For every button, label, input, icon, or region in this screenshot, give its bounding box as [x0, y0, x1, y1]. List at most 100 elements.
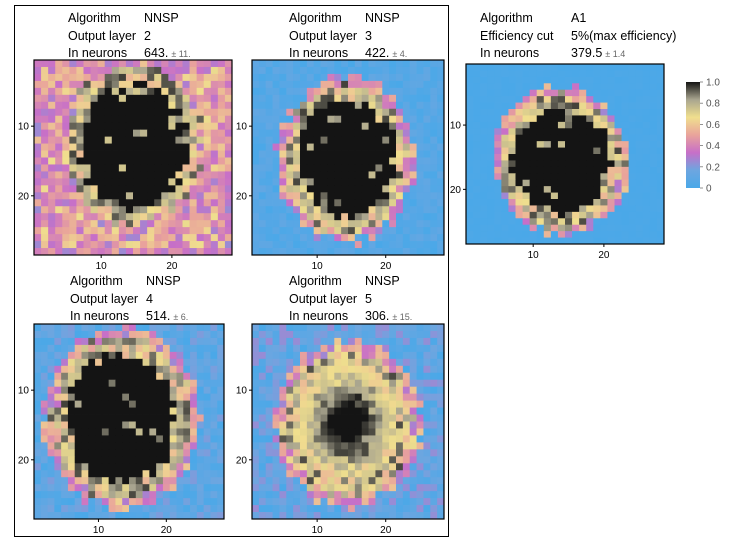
heatmap-cell: [61, 344, 69, 353]
heatmap-cell: [430, 344, 438, 353]
heatmap-cell: [348, 248, 356, 256]
heatmap-cell: [203, 407, 211, 415]
heatmap-cell: [258, 157, 267, 165]
heatmap-cell: [396, 60, 404, 68]
heatmap-cell: [382, 393, 390, 401]
heatmap-cell: [396, 449, 404, 457]
heatmap-cell: [480, 70, 488, 78]
heatmap-cell: [258, 393, 267, 401]
heatmap-cell: [90, 115, 99, 124]
heatmap-cell: [341, 178, 349, 186]
heatmap-cell: [175, 101, 183, 110]
heatmap-cell: [111, 185, 120, 193]
heatmap-cell: [334, 351, 342, 360]
heatmap-cell: [423, 498, 431, 506]
heatmap-cell: [300, 220, 308, 228]
heatmap-cell: [210, 449, 218, 457]
heatmap-cell: [341, 60, 349, 68]
heatmap-cell: [473, 121, 481, 129]
heatmap-cell: [258, 60, 267, 68]
heatmap-cell: [154, 220, 162, 228]
heatmap-cell: [62, 199, 70, 207]
heatmap-cell: [565, 166, 573, 174]
heatmap-cell: [293, 400, 301, 408]
heatmap-cell: [54, 324, 62, 332]
heatmap-cell: [396, 393, 404, 401]
heatmap-cell: [142, 330, 150, 339]
heatmap-cell: [55, 227, 63, 235]
heatmap-cells: [252, 324, 445, 520]
heatmap-cell: [529, 76, 538, 84]
heatmap-cell: [217, 365, 225, 374]
heatmap-cell: [272, 372, 280, 381]
heatmap-cell: [536, 186, 545, 193]
heatmap-cell: [579, 173, 587, 181]
heatmap-cell: [501, 186, 509, 193]
heatmap-cell: [140, 60, 148, 68]
heatmap-cell: [368, 435, 376, 443]
heatmap-cell: [258, 199, 267, 207]
heatmap-cell: [642, 205, 651, 213]
heatmap-cell: [125, 143, 134, 151]
heatmap-cell: [382, 234, 390, 242]
heatmap-cell: [327, 365, 335, 374]
heatmap-cell: [501, 128, 509, 136]
heatmap-cell: [327, 421, 335, 429]
heatmap-cell: [621, 192, 630, 200]
heatmap-cell: [368, 129, 376, 137]
heatmap-cell: [196, 428, 205, 436]
heatmap-cell: [217, 87, 226, 96]
plot-frame: [33, 323, 225, 520]
heatmap-cell: [649, 115, 658, 123]
heatmap-cell: [586, 218, 594, 226]
heatmap-cell: [494, 115, 502, 123]
heatmap-cell: [34, 101, 42, 110]
heatmap-cell: [480, 231, 488, 238]
heatmap-cell: [196, 199, 205, 207]
heatmap-cell: [210, 171, 219, 179]
heatmap-cell: [147, 60, 155, 68]
heatmap-cell: [54, 435, 62, 443]
heatmap-cell: [48, 234, 56, 242]
heatmap-cell: [48, 220, 56, 228]
heatmap-cell: [272, 241, 280, 249]
heatmap-cell: [354, 505, 363, 513]
heatmap-cell: [341, 344, 349, 353]
heatmap-cell: [628, 186, 637, 193]
heatmap-cell: [217, 414, 225, 422]
heatmap-cell: [593, 218, 601, 226]
heatmap-cell: [54, 484, 62, 492]
heatmap-cell: [327, 234, 335, 242]
heatmap-cell: [279, 344, 287, 353]
heatmap-cell: [265, 344, 273, 353]
heatmap-cell: [382, 248, 390, 256]
heatmap-cell: [154, 178, 162, 186]
heatmap-cell: [34, 80, 42, 89]
heatmap-cell: [642, 141, 651, 148]
heatmap-cell: [621, 115, 630, 123]
heatmap-cell: [389, 143, 397, 151]
info-label: Algorithm: [68, 11, 121, 25]
heatmap-cell: [156, 344, 164, 353]
heatmap-cell: [423, 143, 431, 151]
heatmap-cell: [334, 470, 342, 478]
heatmap-cell: [306, 372, 315, 381]
heatmap-cells: [466, 64, 665, 245]
heatmap-cell: [361, 206, 369, 214]
heatmap-cell: [41, 206, 49, 214]
heatmap-cell: [97, 171, 106, 179]
heatmap-cell: [621, 224, 630, 232]
heatmap-cell: [224, 108, 233, 117]
heatmap-cell: [313, 414, 321, 422]
heatmap-cell: [118, 171, 127, 179]
heatmap-cell: [265, 337, 273, 346]
heatmap-cell: [101, 351, 110, 360]
heatmap-cell: [437, 60, 445, 68]
heatmap-cell: [487, 128, 495, 136]
heatmap-cell: [90, 60, 99, 68]
heatmap-cell: [88, 400, 96, 408]
heatmap-cell: [196, 108, 205, 117]
heatmap-cell: [69, 122, 77, 131]
heatmap-cell: [129, 372, 137, 381]
heatmap-cell: [409, 505, 417, 513]
